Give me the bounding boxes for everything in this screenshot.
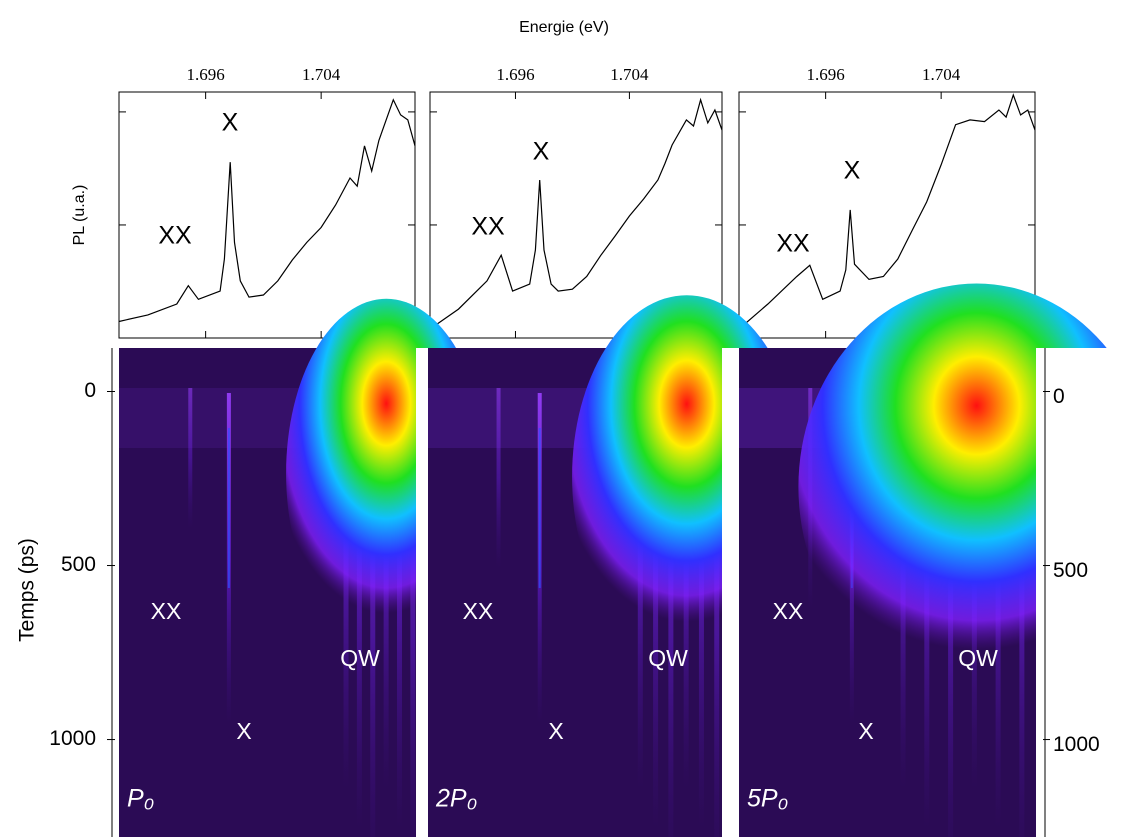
feature-label: QW xyxy=(958,645,998,671)
x-tick-label: 1.704 xyxy=(610,65,649,84)
panel-label: 5P₀ xyxy=(747,785,788,813)
y-tick-label: 1000 xyxy=(49,727,96,750)
x-streak-core xyxy=(227,428,230,588)
peak-label: XX xyxy=(776,230,810,258)
x-axis-title: Energie (eV) xyxy=(519,19,609,36)
spectrum-line xyxy=(738,93,1036,330)
panel-label: P₀ xyxy=(127,785,154,813)
x-tick-label: 1.704 xyxy=(302,65,341,84)
y2-tick-label: 0 xyxy=(1053,385,1065,408)
xx-streak xyxy=(496,388,501,568)
x-streak-core xyxy=(538,428,541,588)
feature-label: QW xyxy=(648,645,688,671)
xx-streak xyxy=(188,388,193,528)
spectrum-line xyxy=(429,97,723,330)
panel-cover xyxy=(1036,348,1128,837)
x-tick-label: 1.696 xyxy=(807,65,845,84)
spectrum-line xyxy=(118,98,416,323)
feature-label: X xyxy=(548,718,563,744)
feature-label: QW xyxy=(340,645,380,671)
panel-cover xyxy=(722,348,739,837)
peak-label: X xyxy=(533,138,550,166)
peak-label: X xyxy=(222,109,239,137)
panel-label: 2P₀ xyxy=(435,785,477,813)
y-axis-title: PL (u.a.) xyxy=(71,185,88,246)
y-tick-label: 500 xyxy=(61,553,96,576)
x-tick-label: 1.704 xyxy=(922,65,961,84)
panel-cover xyxy=(416,348,428,837)
feature-label: XX xyxy=(151,598,182,624)
feature-label: X xyxy=(858,718,873,744)
y-axis-title: Temps (ps) xyxy=(16,538,39,642)
x-tick-label: 1.696 xyxy=(187,65,225,84)
x-tick-label: 1.696 xyxy=(496,65,534,84)
plot-frame xyxy=(429,91,723,339)
y2-tick-label: 1000 xyxy=(1053,733,1100,756)
feature-label: XX xyxy=(773,598,804,624)
feature-label: XX xyxy=(463,598,494,624)
peak-label: XX xyxy=(158,222,192,250)
y2-tick-label: 500 xyxy=(1053,559,1088,582)
y-tick-label: 0 xyxy=(84,379,96,402)
plot-frame xyxy=(118,91,416,339)
peak-label: XX xyxy=(471,213,505,241)
feature-label: X xyxy=(236,718,251,744)
peak-label: X xyxy=(844,157,861,185)
